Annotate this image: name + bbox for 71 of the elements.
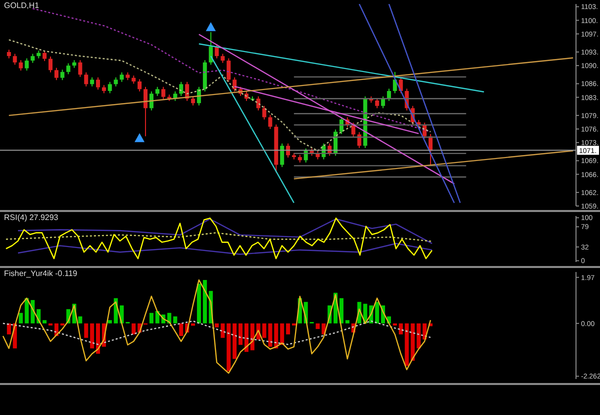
bar (84, 323, 88, 338)
candlestick (42, 50, 47, 62)
candlestick (375, 98, 380, 109)
candlestick (144, 86, 148, 137)
line-series (17, 242, 433, 255)
candlestick (392, 71, 397, 94)
candlestick (66, 62, 70, 75)
bar (316, 323, 320, 330)
bar (238, 323, 243, 345)
candlestick (226, 58, 231, 82)
candlestick (386, 88, 391, 102)
candlestick (149, 90, 154, 111)
candlestick (12, 53, 17, 66)
candlestick (18, 60, 23, 72)
candlestick (220, 53, 225, 64)
candlestick (48, 56, 53, 73)
candlestick (256, 96, 260, 111)
line-series (8, 39, 432, 152)
bar (42, 320, 47, 324)
bar (375, 302, 380, 324)
candlestick (208, 32, 213, 66)
candlestick (155, 86, 160, 96)
candlestick (60, 69, 64, 81)
candlestick (262, 105, 266, 120)
bar (244, 323, 248, 352)
line-series (2, 320, 432, 346)
bar (155, 311, 160, 324)
bar (226, 323, 231, 372)
candlestick (268, 114, 272, 130)
bar (202, 280, 207, 324)
bar (232, 323, 237, 359)
candlestick (90, 76, 94, 87)
bar (339, 298, 344, 324)
candlestick (108, 81, 112, 94)
candlestick (78, 60, 82, 78)
bar (18, 312, 23, 324)
candlestick (96, 76, 100, 90)
bar (132, 323, 136, 334)
bar (345, 320, 350, 324)
candlestick (381, 96, 386, 109)
line-series (32, 8, 432, 132)
chart-title: GOLD,H1 (4, 1, 40, 10)
bar (90, 323, 94, 348)
bar (149, 312, 154, 324)
candlestick (179, 81, 184, 96)
bar (398, 323, 403, 334)
line-series (2, 279, 432, 374)
line-series (5, 232, 433, 242)
bar (280, 323, 284, 345)
bar (286, 323, 290, 334)
candlestick (161, 86, 166, 100)
candlestick (54, 67, 58, 81)
candlestick (120, 72, 124, 82)
candlestick (30, 53, 35, 64)
chart-title: RSI(4) 27.9293 (4, 213, 58, 222)
bar (179, 323, 184, 336)
candlestick (398, 76, 403, 94)
candlestick (191, 96, 196, 106)
bar (196, 284, 201, 324)
candlestick (280, 143, 284, 168)
bar (6, 323, 11, 334)
bar (416, 323, 421, 348)
bar (108, 320, 112, 324)
candlestick (138, 78, 142, 92)
candlestick (351, 122, 356, 138)
bar (96, 323, 100, 354)
candlestick (84, 72, 88, 87)
bar (274, 323, 278, 348)
candlestick (114, 76, 118, 87)
candlestick (24, 58, 29, 72)
chart-title: Fisher_Yur4ik -0.119 (4, 269, 78, 278)
